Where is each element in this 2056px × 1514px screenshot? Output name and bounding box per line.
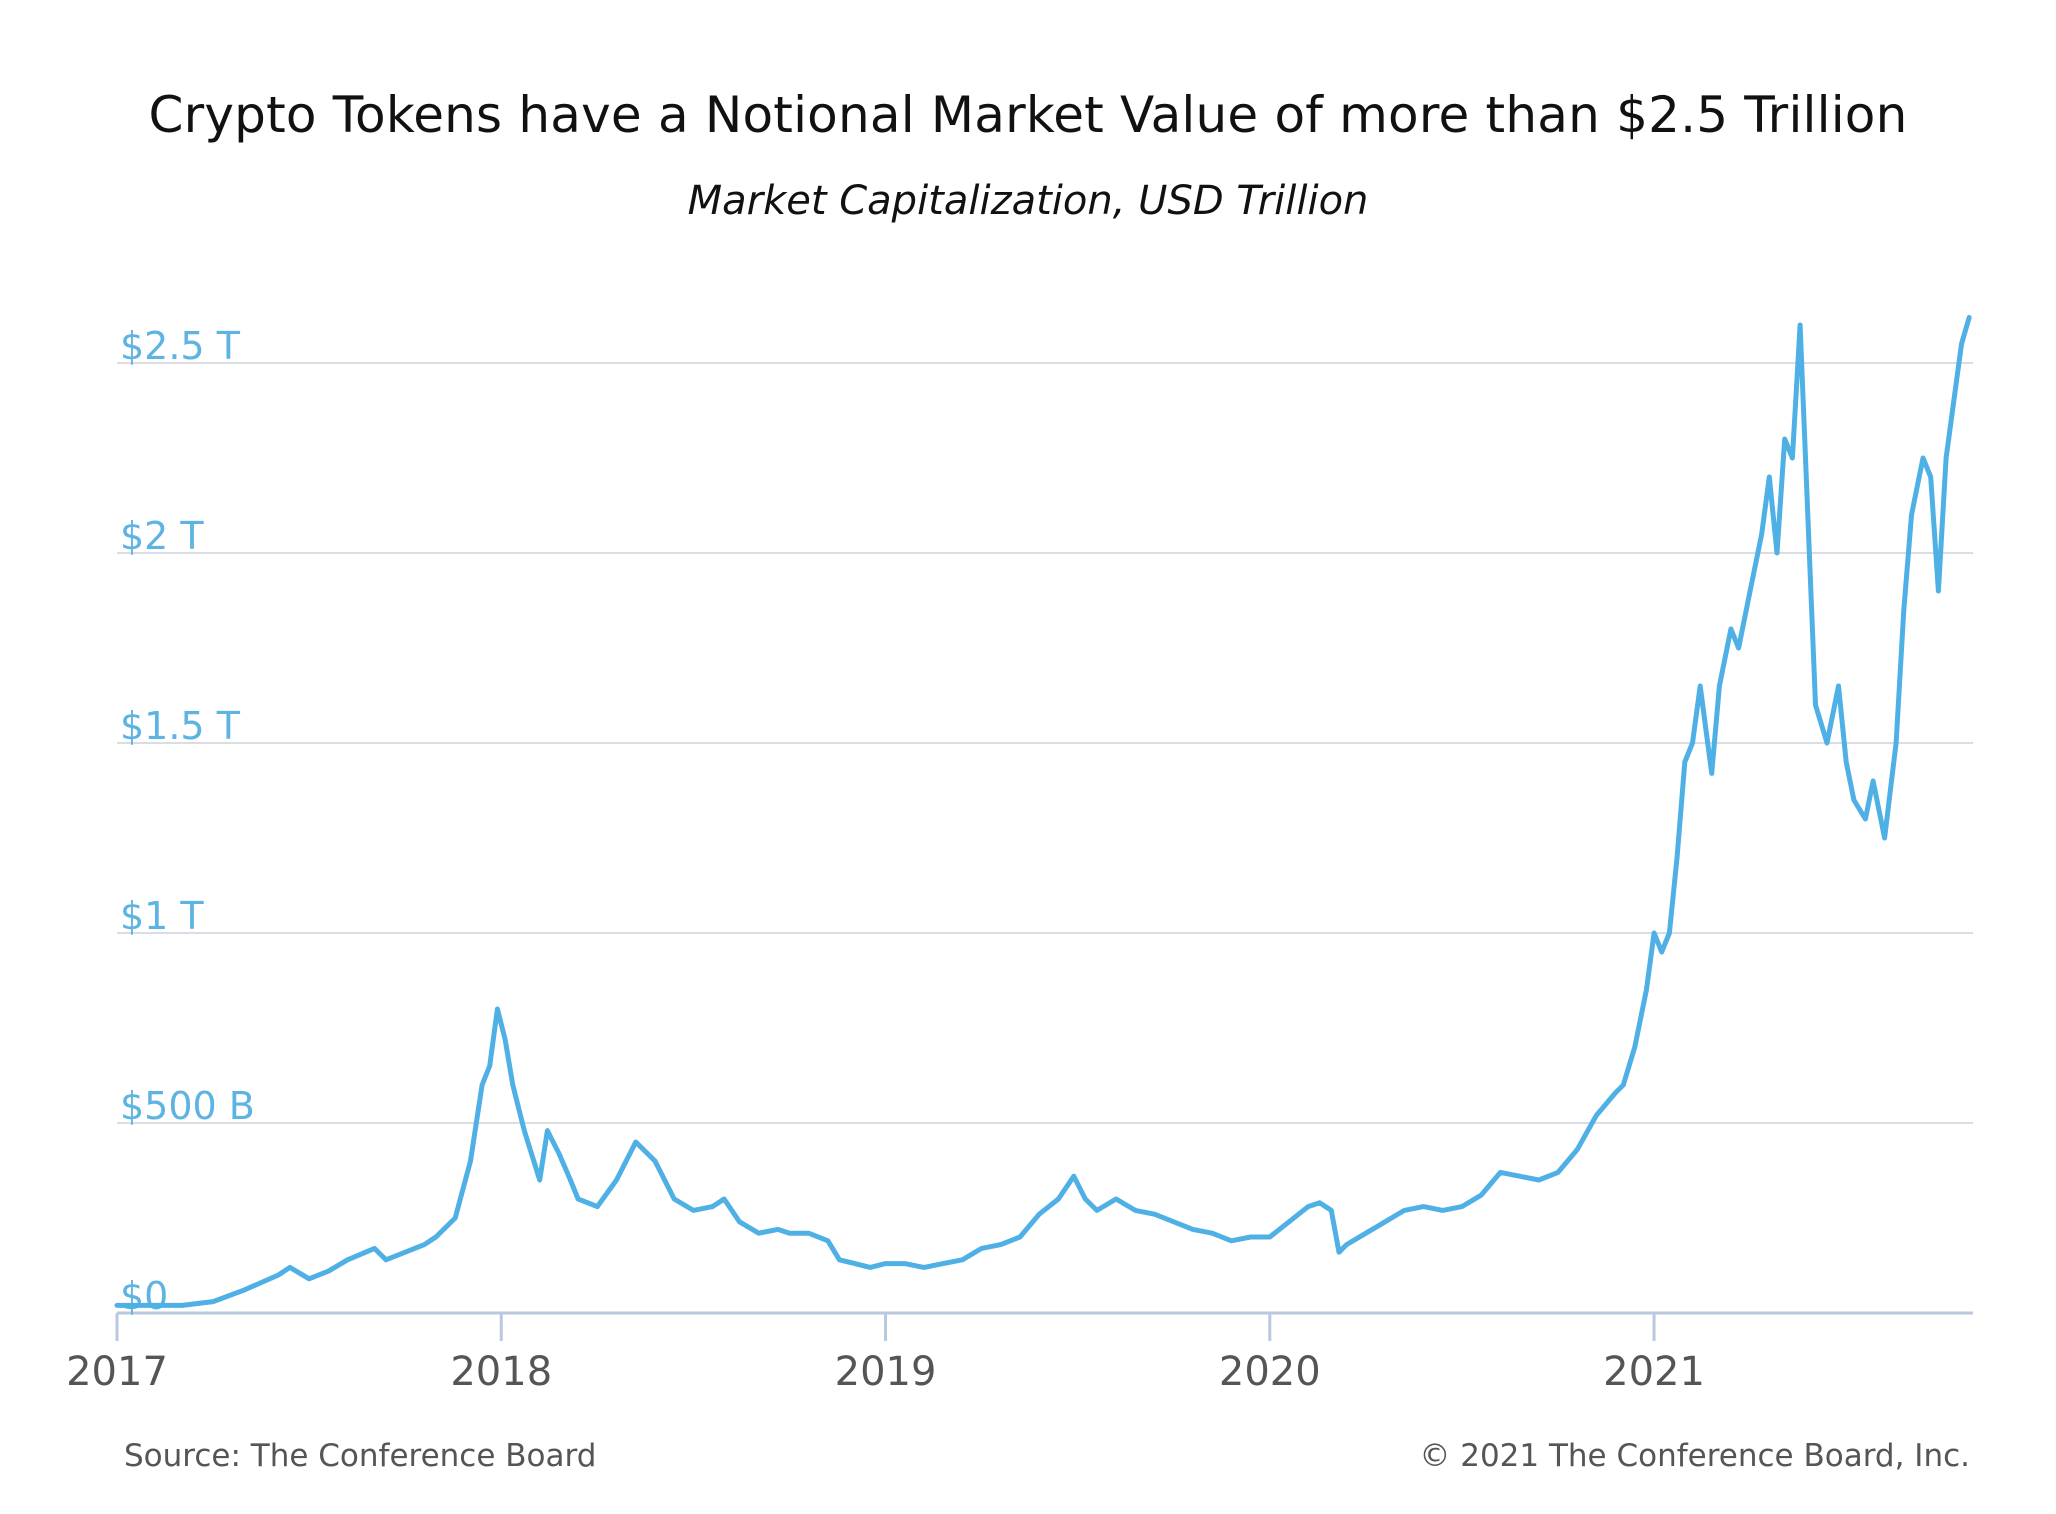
copyright-note: © 2021 The Conference Board, Inc. <box>1419 1438 1970 1474</box>
gridlines <box>117 362 1973 1124</box>
x-tick-label: 2021 <box>1603 1349 1705 1395</box>
chart-title: Crypto Tokens have a Notional Market Val… <box>148 86 1908 144</box>
y-tick-label: $2 T <box>120 514 204 558</box>
x-tick-labels: 2017 2018 2019 2020 2021 <box>66 1349 1705 1395</box>
y-tick-label: $1.5 T <box>120 704 241 748</box>
series-line <box>114 314 1972 1308</box>
x-axis <box>115 1311 1973 1341</box>
y-tick-label: $0 <box>120 1274 168 1318</box>
chart-subtitle: Market Capitalization, USD Trillion <box>687 178 1369 224</box>
x-tick-label: 2019 <box>835 1349 937 1395</box>
source-note: Source: The Conference Board <box>124 1438 597 1474</box>
y-tick-label: $500 B <box>120 1084 255 1128</box>
series-group <box>114 314 1972 1308</box>
y-tick-label: $1 T <box>120 894 204 938</box>
x-tick-label: 2018 <box>450 1349 552 1395</box>
x-tick-label: 2020 <box>1219 1349 1321 1395</box>
y-tick-label: $2.5 T <box>120 324 241 368</box>
x-tick-label: 2017 <box>66 1349 168 1395</box>
y-tick-labels: $0 $500 B $1 T $1.5 T $2 T $2.5 T <box>120 324 255 1318</box>
